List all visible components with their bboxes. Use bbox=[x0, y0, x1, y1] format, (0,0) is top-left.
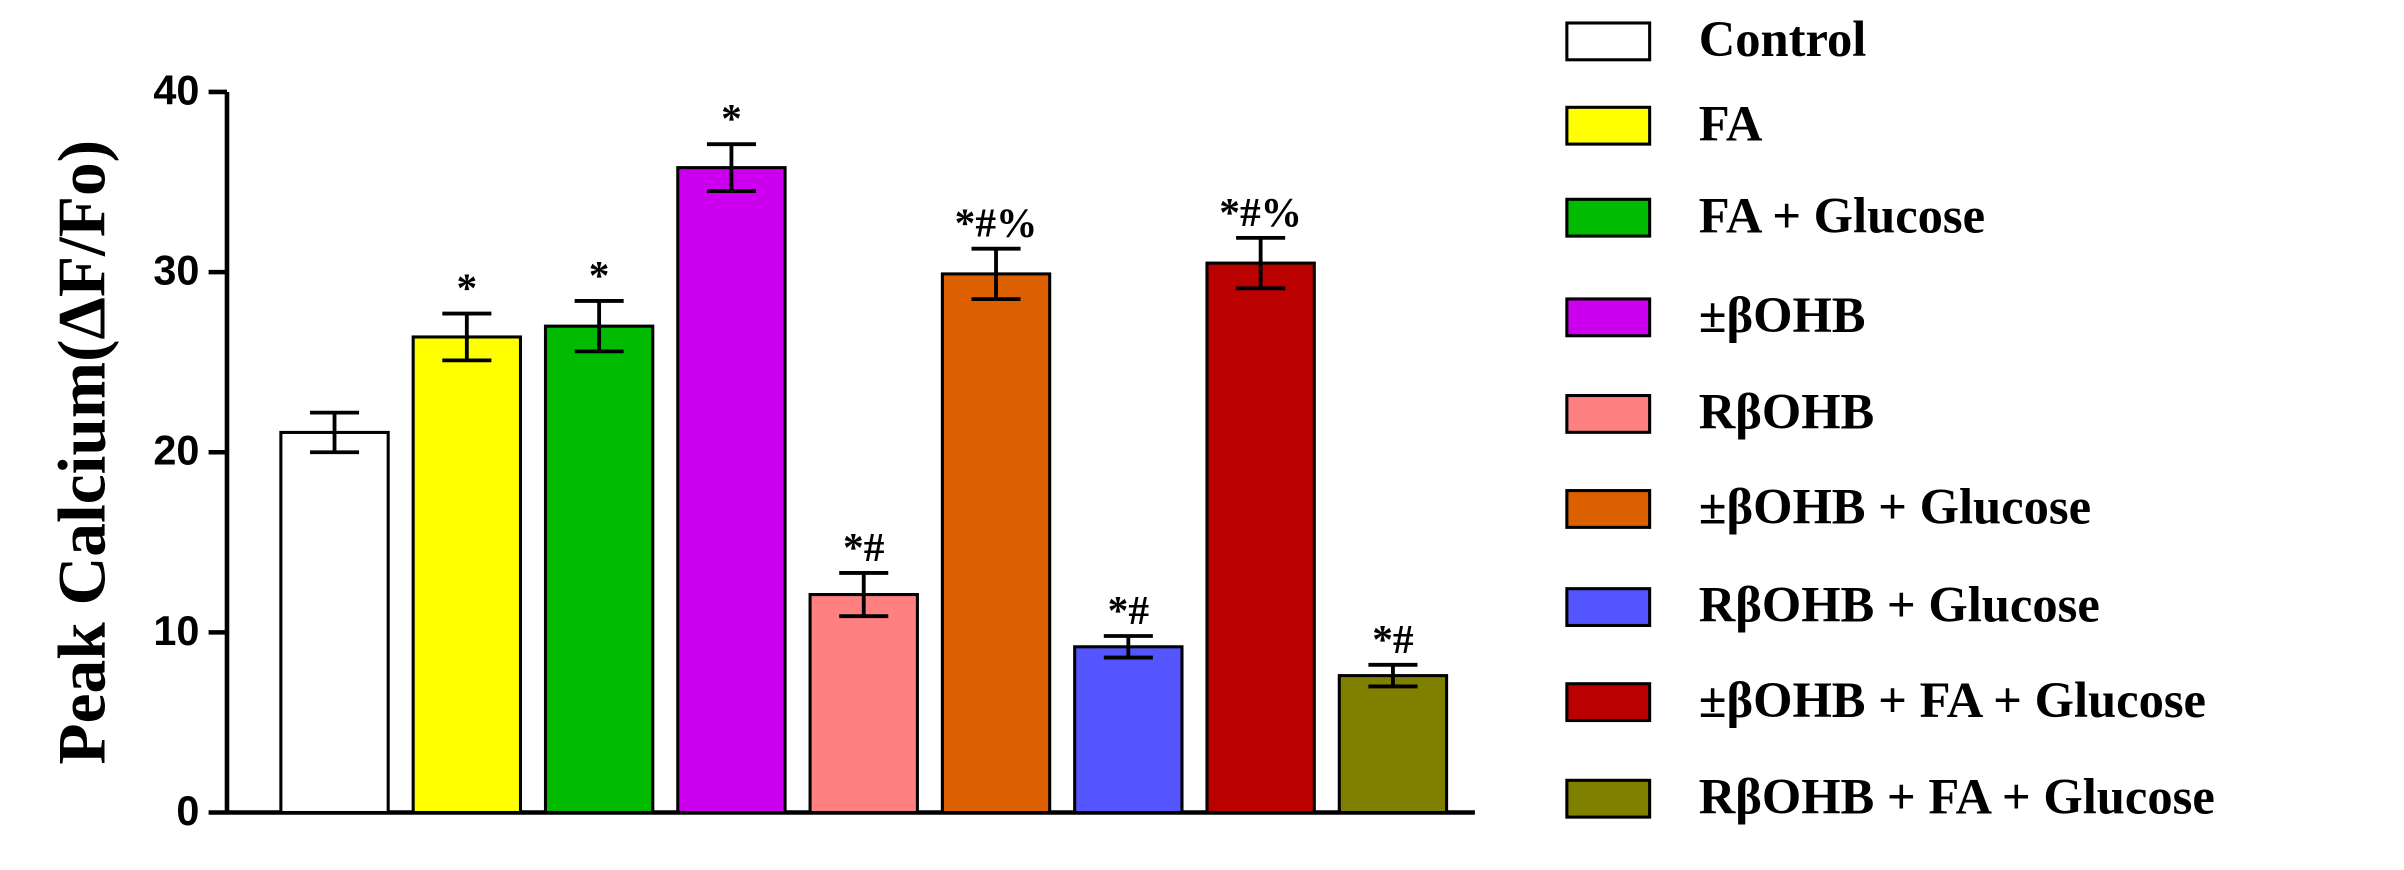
significance-label: *#% bbox=[955, 200, 1038, 246]
legend-label: FA bbox=[1699, 95, 1763, 151]
legend-label: ±βOHB + FA + Glucose bbox=[1699, 672, 2206, 728]
legend-swatch bbox=[1565, 297, 1652, 338]
y-tick-label: 10 bbox=[153, 608, 199, 654]
bar bbox=[940, 272, 1052, 815]
legend-swatch bbox=[1565, 21, 1652, 62]
significance-label: *# bbox=[1372, 616, 1414, 662]
significance-label: *#% bbox=[1219, 189, 1302, 235]
bar bbox=[808, 593, 919, 815]
legend-label: RβOHB + Glucose bbox=[1699, 577, 2100, 633]
significance-label: * bbox=[456, 265, 477, 311]
legend-swatch bbox=[1565, 489, 1652, 529]
legend-label: FA + Glucose bbox=[1699, 187, 1985, 243]
legend-swatch bbox=[1565, 778, 1652, 819]
legend-label: Control bbox=[1699, 11, 1867, 67]
significance-label: *# bbox=[843, 524, 885, 570]
y-tick-label: 30 bbox=[153, 248, 199, 294]
legend-swatch bbox=[1565, 197, 1652, 238]
significance-label: * bbox=[589, 252, 610, 298]
significance-label: * bbox=[721, 95, 742, 141]
y-tick-label: 40 bbox=[153, 67, 199, 113]
y-tick-label: 0 bbox=[176, 788, 199, 834]
legend-label: RβOHB bbox=[1699, 384, 1875, 440]
bar bbox=[1337, 674, 1449, 815]
legend-swatch bbox=[1565, 682, 1652, 723]
legend-label: RβOHB + FA + Glucose bbox=[1699, 768, 2215, 824]
legend-swatch bbox=[1565, 105, 1652, 146]
y-tick-label: 20 bbox=[153, 428, 199, 474]
y-axis-label: Peak Calcium(ΔF/Fo) bbox=[44, 140, 119, 765]
bar bbox=[543, 324, 655, 815]
significance-label: *# bbox=[1108, 587, 1150, 633]
bar bbox=[279, 430, 390, 815]
legend-swatch bbox=[1565, 587, 1652, 628]
bar bbox=[1205, 261, 1316, 815]
legend-label: ±βOHB + Glucose bbox=[1699, 479, 2091, 535]
bar bbox=[411, 335, 523, 815]
bar bbox=[1073, 645, 1184, 815]
bar bbox=[676, 166, 787, 815]
legend-label: ±βOHB bbox=[1699, 287, 1866, 343]
legend-swatch bbox=[1565, 393, 1652, 434]
